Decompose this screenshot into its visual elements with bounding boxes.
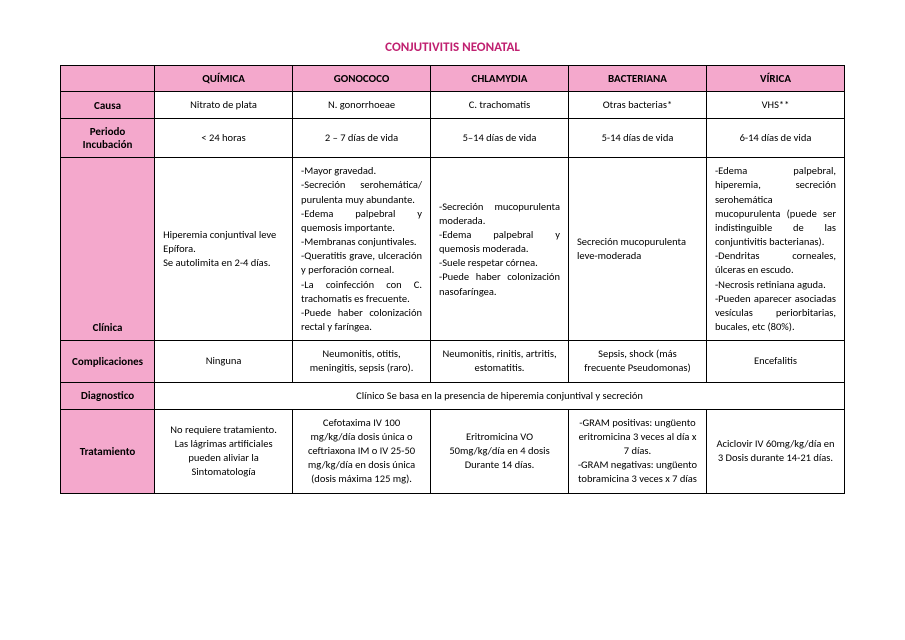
cell: -Mayor gravedad.-Secreción serohemática/…	[293, 158, 431, 341]
cell: 6-14 días de vida	[706, 119, 844, 158]
col-quimica: QUÍMICA	[155, 66, 293, 92]
cell: < 24 horas	[155, 119, 293, 158]
rowhdr-periodo: Periodo Incubación	[61, 119, 155, 158]
table-header-row: QUÍMICA GONOCOCO CHLAMYDIA BACTERIANA VÍ…	[61, 66, 845, 92]
cell: Eritromicina VO 50mg/kg/día en 4 dosis D…	[431, 409, 569, 493]
conjuntivitis-table: QUÍMICA GONOCOCO CHLAMYDIA BACTERIANA VÍ…	[60, 65, 845, 494]
cell: N. gonorrhoeae	[293, 92, 431, 119]
cell: Otras bacterias*	[568, 92, 706, 119]
rowhdr-tratamiento: Tratamiento	[61, 409, 155, 493]
cell: Neumonitis, otitis, meningitis, sepsis (…	[293, 341, 431, 382]
cell: -Edema palpebral, hiperemia, secreción s…	[706, 158, 844, 341]
cell: VHS**	[706, 92, 844, 119]
cell-diagnostico-merged: Clínico Se basa en la presencia de hiper…	[155, 382, 845, 409]
col-chlamydia: CHLAMYDIA	[431, 66, 569, 92]
cell: 5-14 días de vida	[568, 119, 706, 158]
cell: 2 – 7 días de vida	[293, 119, 431, 158]
cell: Secreción mucopurulenta leve-moderada	[568, 158, 706, 341]
cell: Neumonitis, rinitis, artritis, estomatit…	[431, 341, 569, 382]
col-gonococo: GONOCOCO	[293, 66, 431, 92]
header-blank	[61, 66, 155, 92]
page-title: CONJUTIVITIS NEONATAL	[60, 40, 845, 55]
col-virica: VÍRICA	[706, 66, 844, 92]
row-tratamiento: Tratamiento No requiere tratamiento. Las…	[61, 409, 845, 493]
rowhdr-diagnostico: Diagnostico	[61, 382, 155, 409]
cell: Encefalitis	[706, 341, 844, 382]
col-bacteriana: BACTERIANA	[568, 66, 706, 92]
cell: Ninguna	[155, 341, 293, 382]
cell: No requiere tratamiento. Las lágrimas ar…	[155, 409, 293, 493]
rowhdr-causa: Causa	[61, 92, 155, 119]
cell: 5–14 días de vida	[431, 119, 569, 158]
cell: -GRAM positivas: ungüento eritromicina 3…	[568, 409, 706, 493]
cell: Aciclovir IV 60mg/kg/día en 3 Dosis dura…	[706, 409, 844, 493]
cell: -Secreción mucopurulenta moderada.-Edema…	[431, 158, 569, 341]
row-causa: Causa Nitrato de plata N. gonorrhoeae C.…	[61, 92, 845, 119]
cell: Sepsis, shock (más frecuente Pseudomonas…	[568, 341, 706, 382]
cell: Hiperemia conjuntival leve Epífora.Se au…	[155, 158, 293, 341]
cell: Cefotaxima IV 100 mg/kg/día dosis única …	[293, 409, 431, 493]
row-complicaciones: Complicaciones Ninguna Neumonitis, otiti…	[61, 341, 845, 382]
rowhdr-clinica: Clínica	[61, 158, 155, 341]
row-periodo: Periodo Incubación < 24 horas 2 – 7 días…	[61, 119, 845, 158]
row-clinica: Clínica Hiperemia conjuntival leve Epífo…	[61, 158, 845, 341]
row-diagnostico: Diagnostico Clínico Se basa en la presen…	[61, 382, 845, 409]
cell: C. trachomatis	[431, 92, 569, 119]
rowhdr-complicaciones: Complicaciones	[61, 341, 155, 382]
cell: Nitrato de plata	[155, 92, 293, 119]
